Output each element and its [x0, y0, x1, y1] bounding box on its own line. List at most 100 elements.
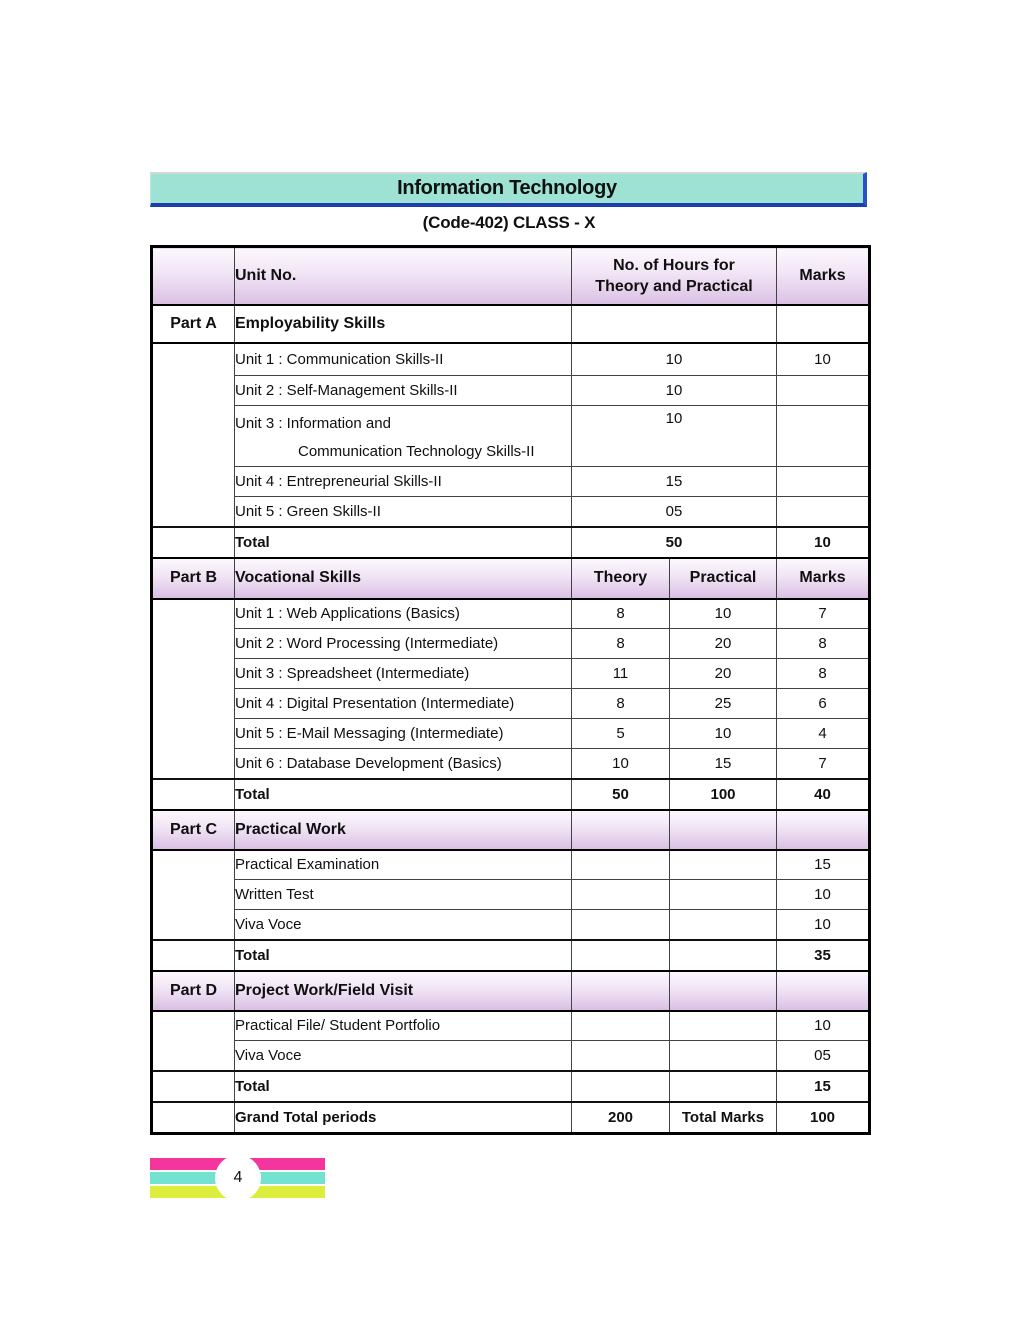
unit-practical: 10	[669, 598, 777, 629]
table-row: Unit 2 : Self-Management Skills-II 10	[152, 375, 870, 406]
unit-marks	[776, 496, 870, 527]
part-d-total-row: Total 15	[151, 1069, 870, 1102]
header-part-cell	[151, 246, 235, 306]
unit-marks: 10	[776, 342, 870, 376]
part-a-header-row: Part A Employability Skills	[151, 303, 870, 344]
unit-practical: 20	[669, 658, 777, 689]
unit-marks	[776, 405, 870, 467]
unit-hours: 10	[571, 342, 777, 376]
grand-total-periods: 200	[571, 1100, 670, 1134]
table-row: Unit 2 : Word Processing (Intermediate) …	[152, 628, 870, 659]
page-number: 4	[233, 1169, 243, 1186]
part-c-label: Part C	[151, 808, 235, 851]
total-theory	[571, 938, 670, 971]
unit-label: Unit 1 : Communication Skills-II	[234, 342, 572, 376]
part-c-total-row: Total 35	[151, 938, 870, 971]
subtitle: (Code-402) CLASS - X	[422, 213, 596, 232]
total-marks: 15	[776, 1069, 870, 1102]
unit-label: Unit 2 : Self-Management Skills-II	[234, 375, 572, 406]
part-c-title: Practical Work	[234, 808, 572, 851]
table-row: Viva Voce 05	[152, 1040, 870, 1071]
unit-practical: 10	[669, 718, 777, 749]
unit-hours: 10	[571, 405, 777, 467]
table-row: Practical Examination 15	[151, 849, 870, 940]
title-bar: Information Technology	[150, 172, 867, 207]
part-d-theory-cell	[571, 969, 670, 1012]
total-marks: 40	[776, 777, 870, 810]
unit-label: Unit 1 : Web Applications (Basics)	[234, 598, 572, 629]
grand-part-cell	[151, 1100, 235, 1134]
unit-label: Unit 5 : E-Mail Messaging (Intermediate)	[234, 718, 572, 749]
unit-marks: 6	[776, 688, 870, 719]
unit-marks: 8	[776, 628, 870, 659]
part-d-title: Project Work/Field Visit	[234, 969, 572, 1012]
unit-theory: 11	[571, 658, 670, 689]
unit-practical: 20	[669, 628, 777, 659]
part-c-practical-cell	[669, 808, 777, 851]
header-hours: No. of Hours for Theory and Practical	[571, 246, 777, 306]
unit-marks: 7	[776, 748, 870, 779]
header-unit-no: Unit No.	[234, 246, 572, 306]
table-row: Unit 3 : Information and Communication T…	[152, 405, 870, 467]
item-theory	[571, 1040, 670, 1071]
table-row: Unit 5 : E-Mail Messaging (Intermediate)…	[152, 718, 870, 749]
unit-label-line1: Unit 3 : Information and	[235, 415, 391, 432]
table-row: Unit 5 : Green Skills-II 05	[152, 496, 870, 527]
table-row: Unit 4 : Digital Presentation (Intermedi…	[152, 688, 870, 719]
item-marks: 15	[776, 849, 870, 880]
item-marks: 10	[776, 1010, 870, 1041]
item-practical	[669, 849, 777, 880]
part-d-label: Part D	[151, 969, 235, 1012]
total-part-cell	[151, 1069, 235, 1102]
total-part-cell	[151, 938, 235, 971]
grand-total-marks-label: Total Marks	[669, 1100, 777, 1134]
part-c-header-row: Part C Practical Work	[151, 808, 870, 851]
item-practical	[669, 1010, 777, 1041]
total-marks: 10	[776, 525, 870, 558]
unit-marks	[776, 375, 870, 406]
item-marks: 10	[776, 909, 870, 940]
unit-theory: 8	[571, 598, 670, 629]
unit-label: Unit 3 : Spreadsheet (Intermediate)	[234, 658, 572, 689]
header-marks: Marks	[776, 246, 870, 306]
table-row: Unit 1 : Web Applications (Basics) 8 10 …	[151, 598, 870, 779]
table-row: Written Test 10	[152, 879, 870, 910]
total-practical: 100	[669, 777, 777, 810]
part-c-span-cell	[151, 849, 235, 940]
unit-marks: 7	[776, 598, 870, 629]
total-part-cell	[151, 777, 235, 810]
table-header-row: Unit No. No. of Hours for Theory and Pra…	[151, 246, 870, 306]
part-b-label: Part B	[151, 556, 235, 600]
unit-label: Unit 2 : Word Processing (Intermediate)	[234, 628, 572, 659]
total-label: Total	[234, 938, 572, 971]
col-theory: Theory	[571, 556, 670, 600]
item-marks: 10	[776, 879, 870, 910]
unit-theory: 10	[571, 748, 670, 779]
part-b-total-row: Total 50 100 40	[151, 777, 870, 810]
part-c-theory-cell	[571, 808, 670, 851]
total-practical	[669, 938, 777, 971]
item-label: Viva Voce	[234, 909, 572, 940]
header-hours-line2: Theory and Practical	[595, 277, 753, 295]
unit-theory: 8	[571, 688, 670, 719]
unit-marks: 8	[776, 658, 870, 689]
part-a-title: Employability Skills	[234, 303, 572, 344]
item-marks: 05	[776, 1040, 870, 1071]
item-theory	[571, 879, 670, 910]
table-row: Unit 4 : Entrepreneurial Skills-II 15	[152, 466, 870, 497]
total-label: Total	[234, 777, 572, 810]
table-row: Unit 1 : Communication Skills-II 10 10	[151, 342, 870, 527]
item-theory	[571, 849, 670, 880]
unit-theory: 5	[571, 718, 670, 749]
unit-label: Unit 5 : Green Skills-II	[234, 496, 572, 527]
part-b-header-row: Part B Vocational Skills Theory Practica…	[151, 556, 870, 600]
total-marks: 35	[776, 938, 870, 971]
col-marks: Marks	[776, 556, 870, 600]
item-label: Practical Examination	[234, 849, 572, 880]
unit-label: Unit 4 : Entrepreneurial Skills-II	[234, 466, 572, 497]
unit-practical: 25	[669, 688, 777, 719]
unit-marks	[776, 466, 870, 497]
item-theory	[571, 909, 670, 940]
part-a-span-cell	[151, 342, 235, 527]
page-number-badge: 4	[215, 1155, 261, 1201]
